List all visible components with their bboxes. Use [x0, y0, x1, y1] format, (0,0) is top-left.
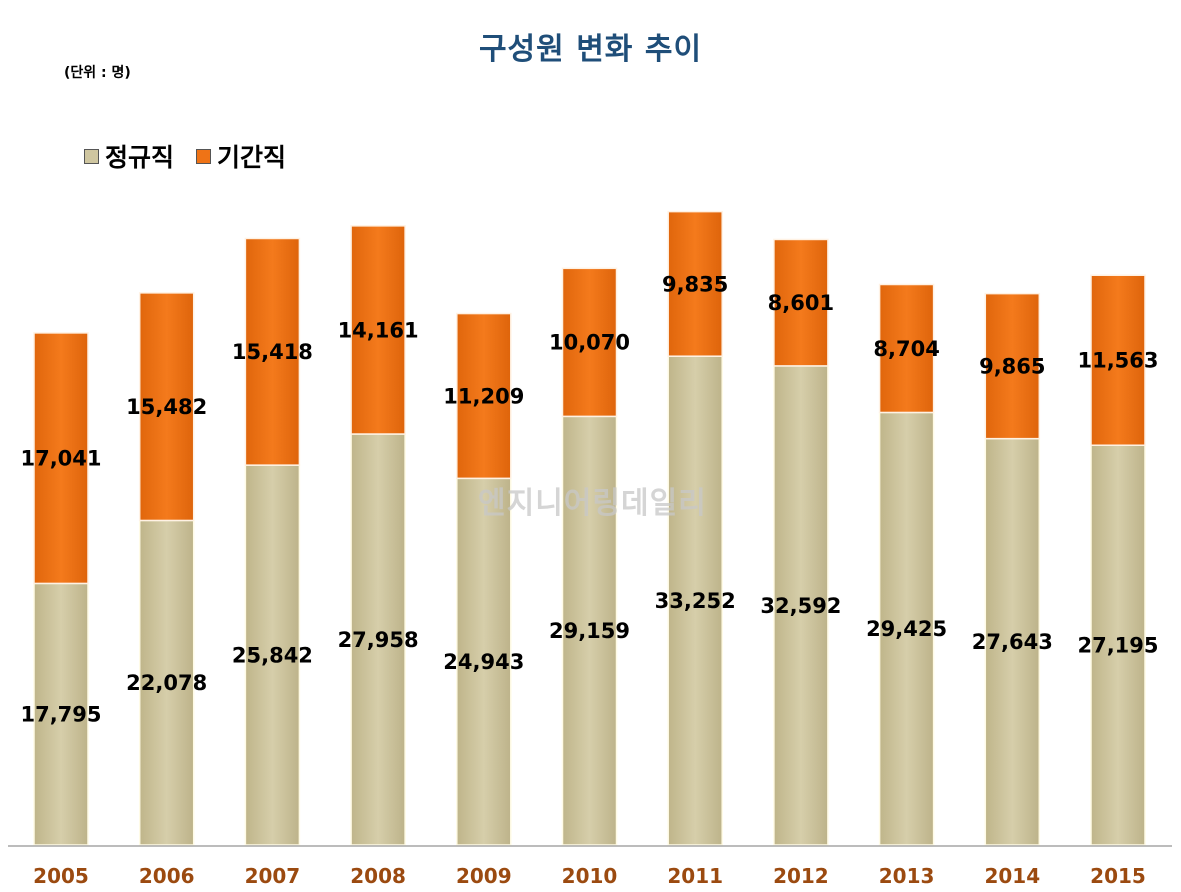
legend-swatch-regular [84, 148, 99, 164]
data-label-temporary-2014: 9,865 [979, 354, 1045, 378]
data-label-regular-2012: 32,592 [760, 594, 841, 618]
bar-temporary-2007 [244, 237, 301, 466]
data-label-regular-2009: 24,943 [443, 650, 524, 674]
bar-regular-2013 [878, 411, 935, 846]
legend-swatch-temporary [196, 148, 212, 164]
bar-temporary-2015 [1090, 274, 1146, 446]
bar-regular-2005 [33, 582, 89, 846]
data-label-regular-2015: 27,195 [1077, 633, 1158, 657]
legend-item-temporary: 기간직 [196, 138, 286, 174]
data-label-regular-2010: 29,159 [549, 619, 630, 643]
legend-item-regular: 정규직 [84, 138, 174, 174]
watermark-text: 엔지니어링데일리 [478, 486, 707, 521]
x-tick-2009: 2009 [456, 864, 512, 888]
legend: 정규직 기간직 [84, 138, 286, 174]
data-label-regular-2014: 27,643 [972, 630, 1053, 654]
data-label-regular-2008: 27,958 [338, 628, 419, 652]
data-label-regular-2007: 25,842 [232, 643, 313, 667]
data-label-temporary-2005: 17,041 [20, 447, 101, 471]
data-label-temporary-2007: 15,418 [232, 340, 313, 364]
bar-temporary-2014 [984, 292, 1041, 440]
x-tick-2014: 2014 [984, 864, 1040, 888]
legend-label-temporary: 기간직 [217, 143, 287, 172]
bar-regular-2012 [773, 365, 829, 846]
x-tick-2005: 2005 [33, 864, 89, 888]
data-label-temporary-2012: 8,601 [768, 291, 834, 315]
x-tick-2006: 2006 [139, 864, 195, 888]
bar-regular-2008 [350, 433, 406, 846]
bar-regular-2015 [1090, 444, 1146, 846]
x-tick-2010: 2010 [562, 864, 618, 888]
data-label-temporary-2006: 15,482 [126, 395, 207, 419]
bar-regular-2014 [984, 437, 1041, 846]
data-label-temporary-2008: 14,161 [338, 318, 419, 342]
x-tick-2011: 2011 [667, 864, 723, 888]
bar-temporary-2010 [561, 267, 618, 418]
bar-regular-2006 [138, 519, 195, 846]
bar-temporary-2012 [773, 238, 829, 367]
data-label-temporary-2009: 11,209 [443, 384, 524, 408]
x-tick-2013: 2013 [879, 864, 935, 888]
bar-temporary-2009 [456, 312, 512, 480]
bar-temporary-2005 [33, 332, 89, 585]
x-tick-2007: 2007 [245, 864, 301, 888]
data-label-temporary-2011: 9,835 [662, 272, 728, 296]
legend-label-regular: 정규직 [105, 143, 175, 172]
data-label-regular-2013: 29,425 [866, 617, 947, 641]
bar-temporary-2006 [138, 292, 195, 522]
bar-regular-2009 [456, 477, 512, 846]
x-tick-2015: 2015 [1090, 864, 1146, 888]
data-label-regular-2011: 33,252 [655, 589, 736, 613]
bar-temporary-2008 [350, 225, 406, 435]
data-label-temporary-2010: 10,070 [549, 331, 630, 355]
bar-temporary-2013 [878, 283, 935, 414]
bar-regular-2010 [561, 415, 618, 846]
bar-temporary-2011 [667, 210, 723, 357]
x-tick-2012: 2012 [773, 864, 829, 888]
chart-title: 구성원 변화 추이 [478, 32, 703, 67]
data-label-temporary-2015: 11,563 [1077, 349, 1158, 373]
data-label-regular-2006: 22,078 [126, 671, 207, 695]
unit-label: (단위 : 명) [64, 65, 131, 81]
data-label-temporary-2013: 8,704 [873, 337, 939, 361]
x-tick-2008: 2008 [350, 864, 406, 888]
data-label-regular-2005: 17,795 [20, 703, 101, 727]
